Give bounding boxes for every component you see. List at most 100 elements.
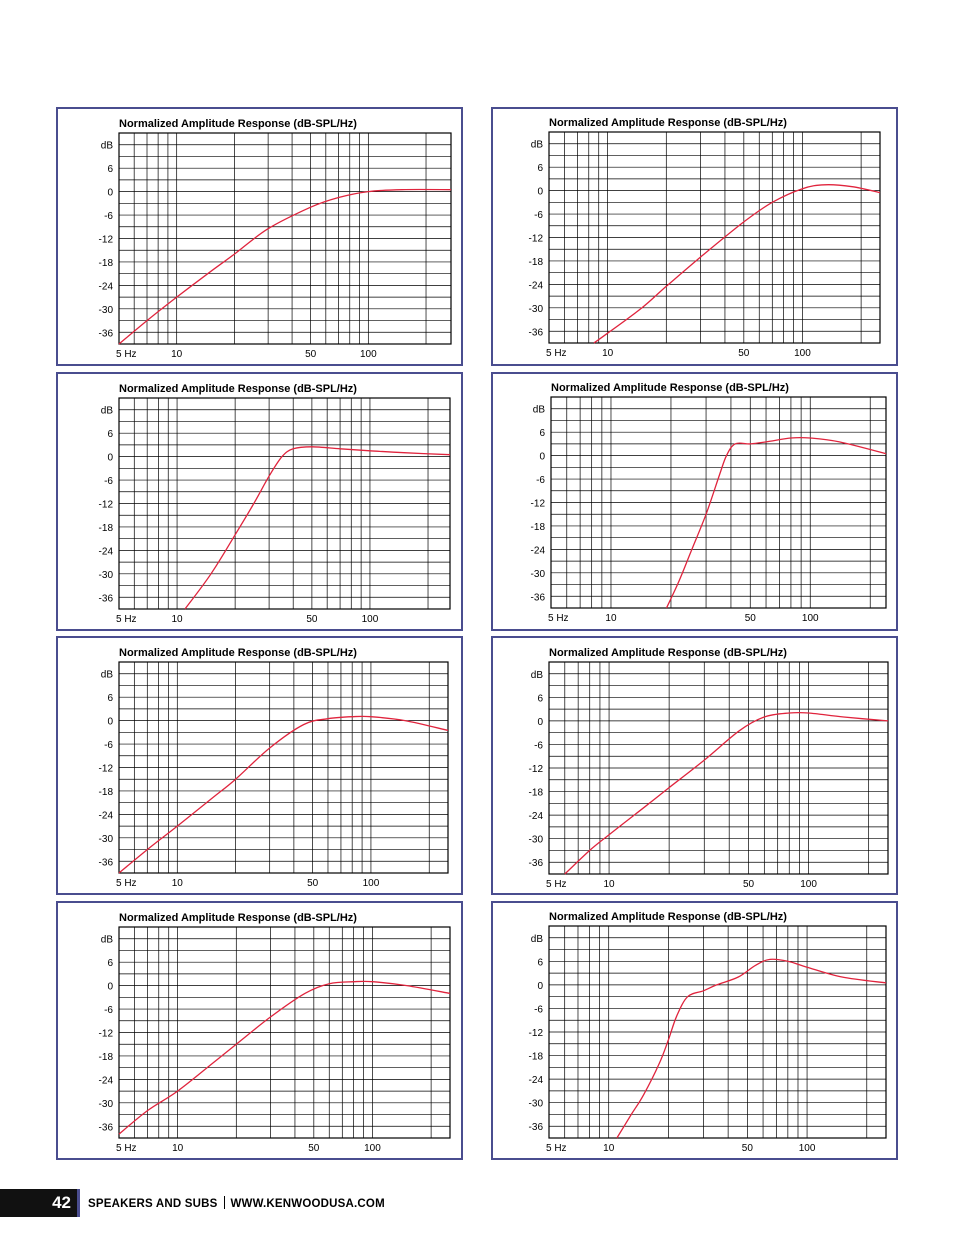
x-tick-label: 5 Hz — [116, 1143, 137, 1154]
x-tick-label: 100 — [802, 613, 819, 624]
y-tick-label: 0 — [107, 717, 113, 728]
x-tick-label: 100 — [363, 878, 380, 889]
y-tick-label: -12 — [99, 235, 114, 246]
x-tick-label: 100 — [799, 1143, 816, 1154]
x-tick-label: 50 — [306, 614, 318, 625]
panel-1: Normalized Amplitude Response (dB-SPL/Hz… — [56, 107, 463, 366]
chart-svg-2: Normalized Amplitude Response (dB-SPL/Hz… — [529, 117, 881, 359]
y-tick-label: 0 — [539, 452, 545, 463]
y-tick-label: -12 — [529, 234, 544, 245]
y-tick-label: -24 — [99, 546, 114, 557]
x-tick-label: 10 — [172, 1143, 184, 1154]
x-tick-label: 10 — [603, 1143, 615, 1154]
panel-3: Normalized Amplitude Response (dB-SPL/Hz… — [56, 372, 463, 631]
y-axis-label: dB — [101, 935, 114, 946]
y-tick-label: -24 — [529, 811, 544, 822]
footer-text: SPEAKERS AND SUBS WWW.KENWOODUSA.COM — [88, 1196, 385, 1210]
x-tick-label: 50 — [307, 878, 319, 889]
y-tick-label: -24 — [529, 280, 544, 291]
response-curve — [665, 436, 887, 609]
response-curve — [118, 715, 449, 874]
x-tick-label: 5 Hz — [546, 348, 567, 359]
y-tick-label: -24 — [531, 545, 546, 556]
y-axis-label: dB — [101, 141, 114, 152]
y-tick-label: -6 — [534, 210, 543, 221]
x-tick-label: 100 — [364, 1143, 381, 1154]
y-axis-label: dB — [101, 406, 114, 417]
response-curve — [593, 184, 881, 344]
footer-website[interactable]: WWW.KENWOODUSA.COM — [230, 1198, 385, 1210]
y-axis-label: dB — [531, 670, 544, 681]
y-tick-label: -6 — [534, 740, 543, 751]
y-tick-label: 6 — [107, 958, 113, 969]
y-tick-label: -36 — [99, 1122, 114, 1133]
y-tick-label: -6 — [536, 475, 545, 486]
y-tick-label: -30 — [531, 569, 546, 580]
y-tick-label: -12 — [99, 500, 114, 511]
y-tick-label: -6 — [104, 740, 113, 751]
y-tick-label: -30 — [99, 570, 114, 581]
x-tick-label: 5 Hz — [116, 878, 137, 889]
y-tick-label: -18 — [529, 1052, 544, 1063]
chart-title: Normalized Amplitude Response (dB-SPL/Hz… — [119, 912, 357, 924]
x-tick-label: 5 Hz — [548, 613, 569, 624]
chart-svg-8: Normalized Amplitude Response (dB-SPL/Hz… — [529, 911, 887, 1154]
x-tick-label: 100 — [362, 614, 379, 625]
x-tick-label: 10 — [172, 614, 184, 625]
chart-title: Normalized Amplitude Response (dB-SPL/Hz… — [549, 647, 787, 659]
y-tick-label: -36 — [99, 593, 114, 604]
chart-svg-6: Normalized Amplitude Response (dB-SPL/Hz… — [529, 647, 889, 890]
x-tick-label: 50 — [745, 613, 757, 624]
y-tick-label: -30 — [529, 835, 544, 846]
plot-frame — [548, 661, 889, 875]
y-tick-label: 6 — [539, 428, 545, 439]
x-tick-label: 50 — [305, 349, 317, 360]
y-tick-label: -6 — [534, 1004, 543, 1015]
y-tick-label: 6 — [537, 957, 543, 968]
x-tick-label: 50 — [738, 348, 750, 359]
plot-frame — [550, 396, 887, 609]
y-tick-label: 0 — [537, 187, 543, 198]
panel-7: Normalized Amplitude Response (dB-SPL/Hz… — [56, 901, 463, 1160]
response-curve — [118, 188, 452, 345]
y-tick-label: -36 — [531, 592, 546, 603]
y-tick-label: -18 — [531, 522, 546, 533]
y-tick-label: 6 — [537, 163, 543, 174]
y-tick-label: -30 — [99, 834, 114, 845]
response-curve — [616, 958, 887, 1139]
y-tick-label: 0 — [537, 981, 543, 992]
x-tick-label: 100 — [794, 348, 811, 359]
y-tick-label: 6 — [107, 693, 113, 704]
x-tick-label: 10 — [602, 348, 614, 359]
y-tick-label: -18 — [99, 787, 114, 798]
x-tick-label: 5 Hz — [116, 349, 137, 360]
y-tick-label: 0 — [537, 717, 543, 728]
chart-svg-5: Normalized Amplitude Response (dB-SPL/Hz… — [99, 647, 449, 889]
chart-title: Normalized Amplitude Response (dB-SPL/Hz… — [549, 117, 787, 129]
y-tick-label: -36 — [529, 327, 544, 338]
plot-frame — [548, 925, 887, 1139]
y-tick-label: 6 — [107, 164, 113, 175]
y-tick-label: -12 — [99, 1029, 114, 1040]
chart-title: Normalized Amplitude Response (dB-SPL/Hz… — [119, 118, 357, 130]
panel-5: Normalized Amplitude Response (dB-SPL/Hz… — [56, 636, 463, 895]
y-tick-label: 0 — [107, 188, 113, 199]
y-tick-label: -6 — [104, 1005, 113, 1016]
chart-svg-4: Normalized Amplitude Response (dB-SPL/Hz… — [531, 382, 887, 624]
page-number-accent — [77, 1189, 80, 1217]
y-tick-label: -6 — [104, 211, 113, 222]
y-tick-label: -24 — [99, 810, 114, 821]
response-curve — [118, 980, 451, 1135]
panel-2: Normalized Amplitude Response (dB-SPL/Hz… — [491, 107, 898, 366]
y-tick-label: -30 — [99, 305, 114, 316]
y-tick-label: -18 — [529, 788, 544, 799]
y-tick-label: -24 — [99, 281, 114, 292]
y-tick-label: -12 — [529, 764, 544, 775]
y-tick-label: -36 — [529, 858, 544, 869]
x-tick-label: 100 — [800, 879, 817, 890]
y-tick-label: -30 — [99, 1099, 114, 1110]
chart-title: Normalized Amplitude Response (dB-SPL/Hz… — [549, 911, 787, 923]
x-tick-label: 100 — [360, 349, 377, 360]
y-axis-label: dB — [531, 934, 544, 945]
plot-frame — [118, 661, 449, 874]
